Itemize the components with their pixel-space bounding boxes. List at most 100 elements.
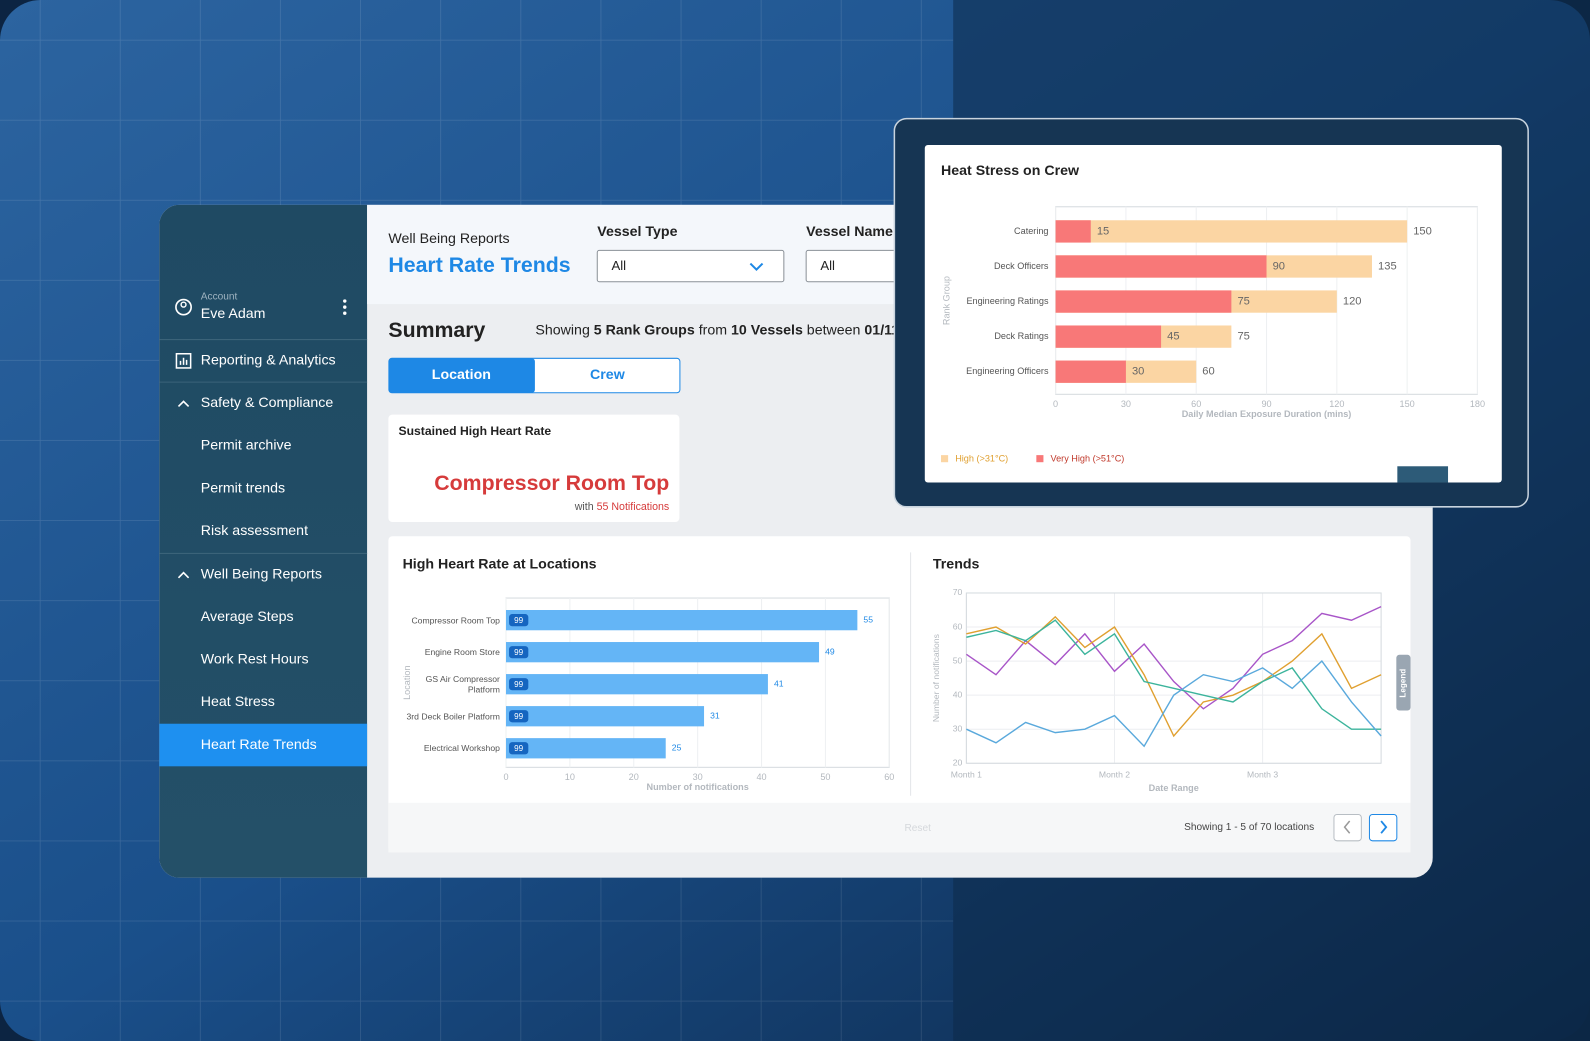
menu-item[interactable]: Well Being Reports — [201, 566, 322, 582]
badge-label: 99 — [514, 680, 524, 689]
summary-title: Summary — [388, 318, 485, 342]
data-label: 135 — [1378, 260, 1397, 272]
kebab-menu[interactable] — [343, 299, 347, 315]
line-series — [966, 660, 1382, 748]
reset-button[interactable]: Reset — [904, 823, 931, 834]
menu-item[interactable]: Work Rest Hours — [201, 652, 309, 668]
y-tick-label: 70 — [953, 587, 963, 597]
card-note: with 55 Notifications — [574, 501, 670, 513]
badge — [509, 742, 529, 755]
menu-item[interactable]: Safety & Compliance — [201, 395, 334, 411]
x-tick-label: 50 — [820, 772, 830, 782]
legend-tab[interactable] — [1396, 654, 1411, 711]
menu-item[interactable]: Permit archive — [201, 438, 292, 454]
x-axis-label: Daily Median Exposure Duration (mins) — [1182, 409, 1352, 419]
x-axis-label: Number of notifications — [647, 782, 749, 792]
dropdown[interactable] — [596, 249, 785, 283]
data-label: 25 — [672, 743, 682, 753]
prev-button[interactable] — [1333, 813, 1362, 842]
y-axis-label: Rank Group — [942, 276, 952, 325]
x-tick-label: 60 — [884, 772, 894, 782]
y-tick-label: GS Air Compressor Platform — [426, 674, 500, 694]
heat-stress-popup: Heat Stress on Crew 0 30 60 90 120 150 180 150 1… — [893, 117, 1529, 508]
bar — [1055, 255, 1267, 278]
bar — [506, 674, 768, 695]
bar — [506, 706, 705, 727]
summary-part: between — [807, 322, 861, 338]
tab-active[interactable] — [388, 358, 535, 393]
y-tick-label: 3rd Deck Boiler Platform — [406, 711, 500, 722]
tab-label[interactable]: Location — [432, 367, 491, 383]
data-label: 60 — [1202, 366, 1214, 378]
filter-label: Vessel Name — [806, 224, 893, 240]
x-tick-label: 90 — [1261, 399, 1271, 409]
popup-control — [1397, 466, 1449, 483]
legend-tab-label[interactable]: Legend — [1399, 669, 1408, 698]
account-icon — [180, 301, 187, 308]
badge-label: 99 — [514, 744, 524, 753]
menu-item[interactable]: Average Steps — [201, 609, 294, 625]
tab-label[interactable]: Crew — [590, 367, 626, 383]
summary-part: 10 Vessels — [731, 322, 803, 338]
badge-label: 99 — [514, 712, 524, 721]
bar — [506, 610, 858, 631]
filter-label: Vessel Type — [597, 224, 677, 240]
badge-label: 99 — [514, 648, 524, 657]
next-button[interactable] — [1368, 813, 1398, 842]
bar — [1055, 360, 1126, 383]
menu-item[interactable]: Reporting & Analytics — [201, 353, 336, 369]
badge — [509, 710, 529, 723]
x-tick-label: 120 — [1329, 399, 1344, 409]
x-tick-label: 60 — [1191, 399, 1201, 409]
y-tick-label: Engineering Officers — [966, 366, 1049, 376]
x-tick-label: 150 — [1400, 399, 1415, 409]
menu-item[interactable]: Risk assessment — [201, 523, 308, 539]
y-tick-label: 40 — [953, 689, 963, 699]
summary-part: from — [699, 322, 727, 338]
note-count: 55 Notifications — [597, 501, 670, 513]
bar — [506, 738, 666, 759]
summary-text: Showing 5 Rank Groups from 10 Vessels be… — [535, 322, 934, 338]
x-axis-label: Date Range — [1149, 783, 1199, 793]
card-title: Sustained High Heart Rate — [399, 424, 552, 438]
page-title: Heart Rate Trends — [388, 253, 570, 277]
y-tick-label: Electrical Workshop — [423, 743, 500, 754]
y-tick-label: 60 — [953, 621, 963, 631]
y-tick-label: Deck Ratings — [994, 331, 1049, 341]
chart-title: Trends — [933, 556, 980, 572]
bar — [506, 642, 820, 663]
data-label: 75 — [1237, 296, 1249, 308]
menu-item[interactable]: Permit trends — [201, 480, 285, 496]
chart-title: High Heart Rate at Locations — [403, 556, 597, 572]
menu-item[interactable]: Heart Rate Trends — [201, 737, 317, 753]
badge — [509, 614, 529, 627]
dropdown-arrow — [749, 262, 764, 272]
menu-selected — [159, 723, 368, 767]
chevron[interactable] — [177, 571, 190, 579]
plot-frame — [965, 592, 1382, 764]
legend-swatch — [1036, 455, 1044, 463]
y-tick-label: Electrical Workshop — [423, 743, 500, 754]
data-label: 49 — [825, 646, 835, 656]
y-tick-label: 30 — [953, 723, 963, 733]
y-tick-label: Catering — [1014, 226, 1048, 236]
legend-swatch — [941, 455, 949, 463]
panel-footer — [388, 802, 1411, 853]
dropdown-value: All — [611, 258, 626, 273]
data-label: 90 — [1273, 260, 1285, 272]
account-name: Eve Adam — [201, 306, 266, 322]
data-label: 15 — [1097, 225, 1109, 237]
account-icon — [175, 298, 192, 316]
pagination-status: Showing 1 - 5 of 70 locations — [1184, 822, 1314, 833]
chevron[interactable] — [177, 400, 190, 408]
report-icon — [179, 357, 188, 365]
data-label: 41 — [774, 678, 784, 688]
line-series — [966, 619, 1382, 730]
y-tick-label: 20 — [953, 758, 963, 768]
account-label: Account — [201, 292, 238, 303]
x-tick-label: 40 — [756, 772, 766, 782]
menu-item[interactable]: Heat Stress — [201, 694, 275, 710]
badge — [509, 678, 529, 691]
bar — [1055, 325, 1162, 348]
